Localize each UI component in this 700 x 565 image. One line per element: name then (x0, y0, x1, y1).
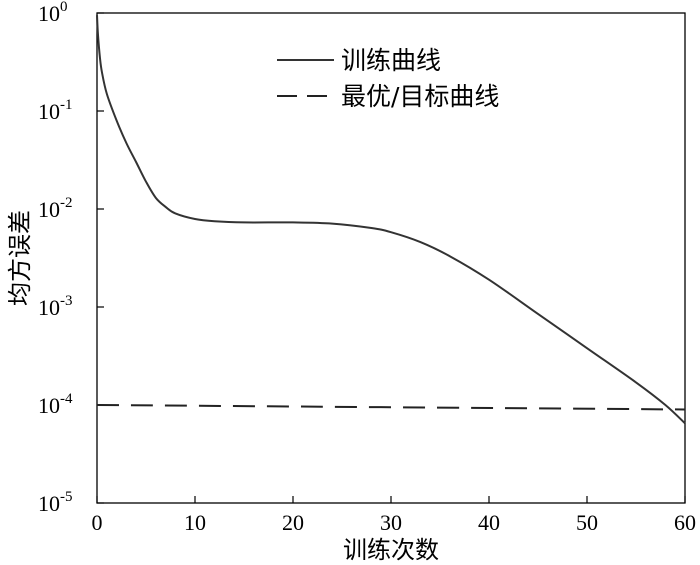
y-tick-label: 10-2 (38, 195, 73, 222)
x-axis-label: 训练次数 (343, 536, 439, 564)
x-tick-label: 30 (380, 510, 402, 535)
y-tick-label: 10-4 (38, 391, 73, 418)
x-tick-label: 10 (184, 510, 206, 535)
x-tick-label: 50 (576, 510, 598, 535)
x-tick-label: 0 (92, 510, 103, 535)
y-tick-label: 100 (38, 0, 68, 26)
y-tick-label: 10-5 (38, 489, 73, 516)
series-layer (96, 15, 686, 425)
legend-label-train: 训练曲线 (341, 46, 441, 75)
x-tick-label: 20 (282, 510, 304, 535)
legend-label-target: 最优/目标曲线 (341, 82, 499, 111)
y-axis-label: 均方误差 (6, 210, 34, 306)
y-axis-ticks: 10-5 10-4 10-3 10-2 10-1 100 (38, 0, 104, 516)
y-tick-label: 10-1 (38, 97, 73, 124)
x-axis-ticks: 0 10 20 30 40 50 60 (92, 496, 696, 535)
x-tick-label: 40 (478, 510, 500, 535)
x-tick-label: 60 (674, 510, 696, 535)
legend: 训练曲线 最优/目标曲线 (277, 46, 499, 111)
series-line-target (96, 404, 686, 411)
y-tick-label: 10-3 (38, 293, 73, 320)
series-line-train (96, 15, 686, 425)
